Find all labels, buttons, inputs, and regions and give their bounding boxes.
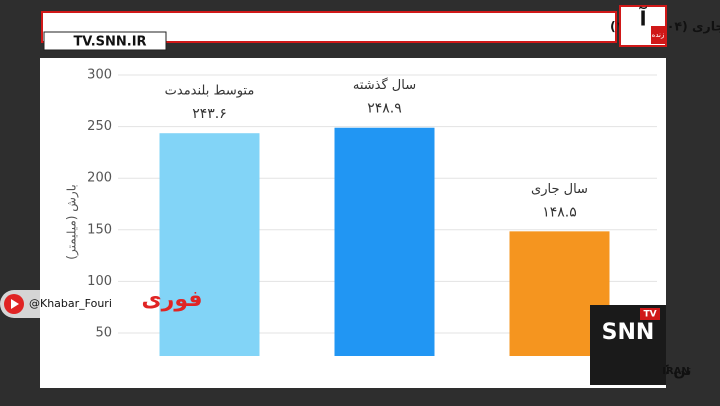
category-label: سال جاری	[531, 182, 588, 197]
handle: @Khabar_Fouri	[29, 297, 112, 310]
value-label: ۲۴۳.۶	[192, 106, 227, 122]
bar	[334, 127, 435, 385]
value-label: ۱۴۸.۵	[542, 204, 577, 220]
brand: فوری	[141, 287, 202, 312]
handle-pill	[0, 290, 136, 318]
ticker-bar	[40, 356, 666, 386]
category-label: متوسط بلندمدت	[165, 84, 255, 99]
y-tick-label: 300	[87, 68, 112, 83]
channel-name: SNN	[602, 320, 655, 345]
site-box	[43, 31, 167, 51]
y-tick-label: 250	[87, 119, 112, 134]
logo-word: زنده	[652, 31, 665, 39]
channel-country: IRAN	[662, 366, 690, 377]
category-label: سال گذشته	[353, 77, 416, 93]
site: TV.SNN.IR	[73, 35, 146, 50]
bar	[159, 133, 260, 385]
channel-tag-box	[640, 308, 660, 320]
logo-letter: آ	[639, 6, 648, 31]
y-tick-label: 150	[87, 222, 112, 237]
channel-tag: TV	[643, 310, 656, 320]
y-tick-label: 200	[87, 171, 112, 186]
value-label: ۲۴۸.۹	[367, 101, 402, 117]
y-tick-label: 100	[87, 274, 112, 289]
play-triangle	[11, 299, 19, 309]
logo-tag	[651, 26, 665, 44]
y-tick-label: 50	[95, 326, 112, 341]
y-axis-label: بارش (میلیمتر)	[65, 184, 80, 259]
